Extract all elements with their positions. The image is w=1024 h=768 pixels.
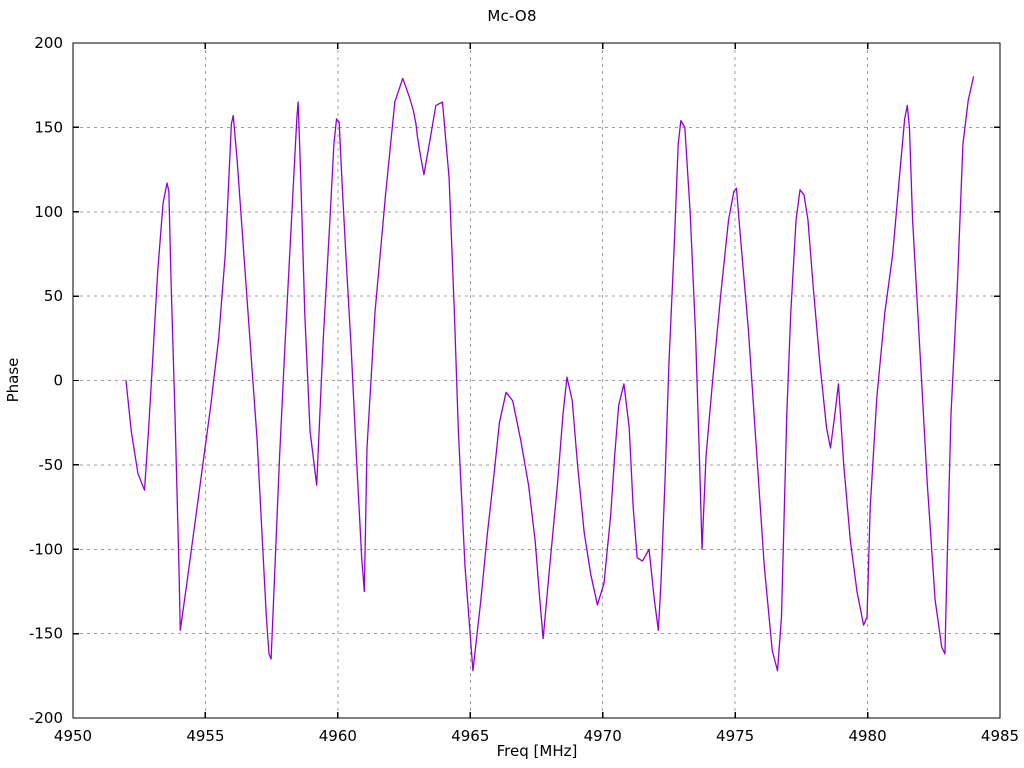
x-tick-label: 4985 bbox=[981, 727, 1019, 745]
x-axis-title: Freq [MHz] bbox=[497, 742, 578, 760]
plot-border bbox=[72, 42, 1001, 719]
grid-lines bbox=[73, 43, 1000, 718]
phase-trace-line bbox=[125, 76, 975, 672]
x-tick-label: 4950 bbox=[54, 727, 92, 745]
x-tick-label: 4975 bbox=[716, 727, 754, 745]
y-tick-label: 50 bbox=[44, 287, 63, 305]
y-tick-label: -50 bbox=[39, 456, 64, 474]
x-tick-label: 4965 bbox=[451, 727, 489, 745]
y-tick-label: -100 bbox=[29, 540, 63, 558]
x-tick-label: 4955 bbox=[186, 727, 224, 745]
x-tick-label: 4960 bbox=[319, 727, 357, 745]
y-tick-label: -150 bbox=[29, 625, 63, 643]
y-tick-label: 150 bbox=[34, 118, 63, 136]
data-series-group bbox=[125, 76, 975, 672]
y-tick-labels: -200 -150 -100 -50 0 50 100 150 200 bbox=[29, 34, 63, 727]
x-tick-labels: 4950 4955 4960 4965 4970 4975 4980 4985 bbox=[54, 727, 1019, 745]
y-axis-title: Phase bbox=[4, 358, 22, 403]
y-tick-label: 100 bbox=[34, 203, 63, 221]
y-tick-label: 200 bbox=[34, 34, 63, 52]
y-tick-label: -200 bbox=[29, 709, 63, 727]
y-tick-label: 0 bbox=[53, 372, 63, 390]
chart-title: Mc-O8 bbox=[487, 7, 537, 25]
x-tick-label: 4980 bbox=[848, 727, 886, 745]
tick-marks bbox=[73, 43, 1000, 718]
x-tick-label: 4970 bbox=[584, 727, 622, 745]
